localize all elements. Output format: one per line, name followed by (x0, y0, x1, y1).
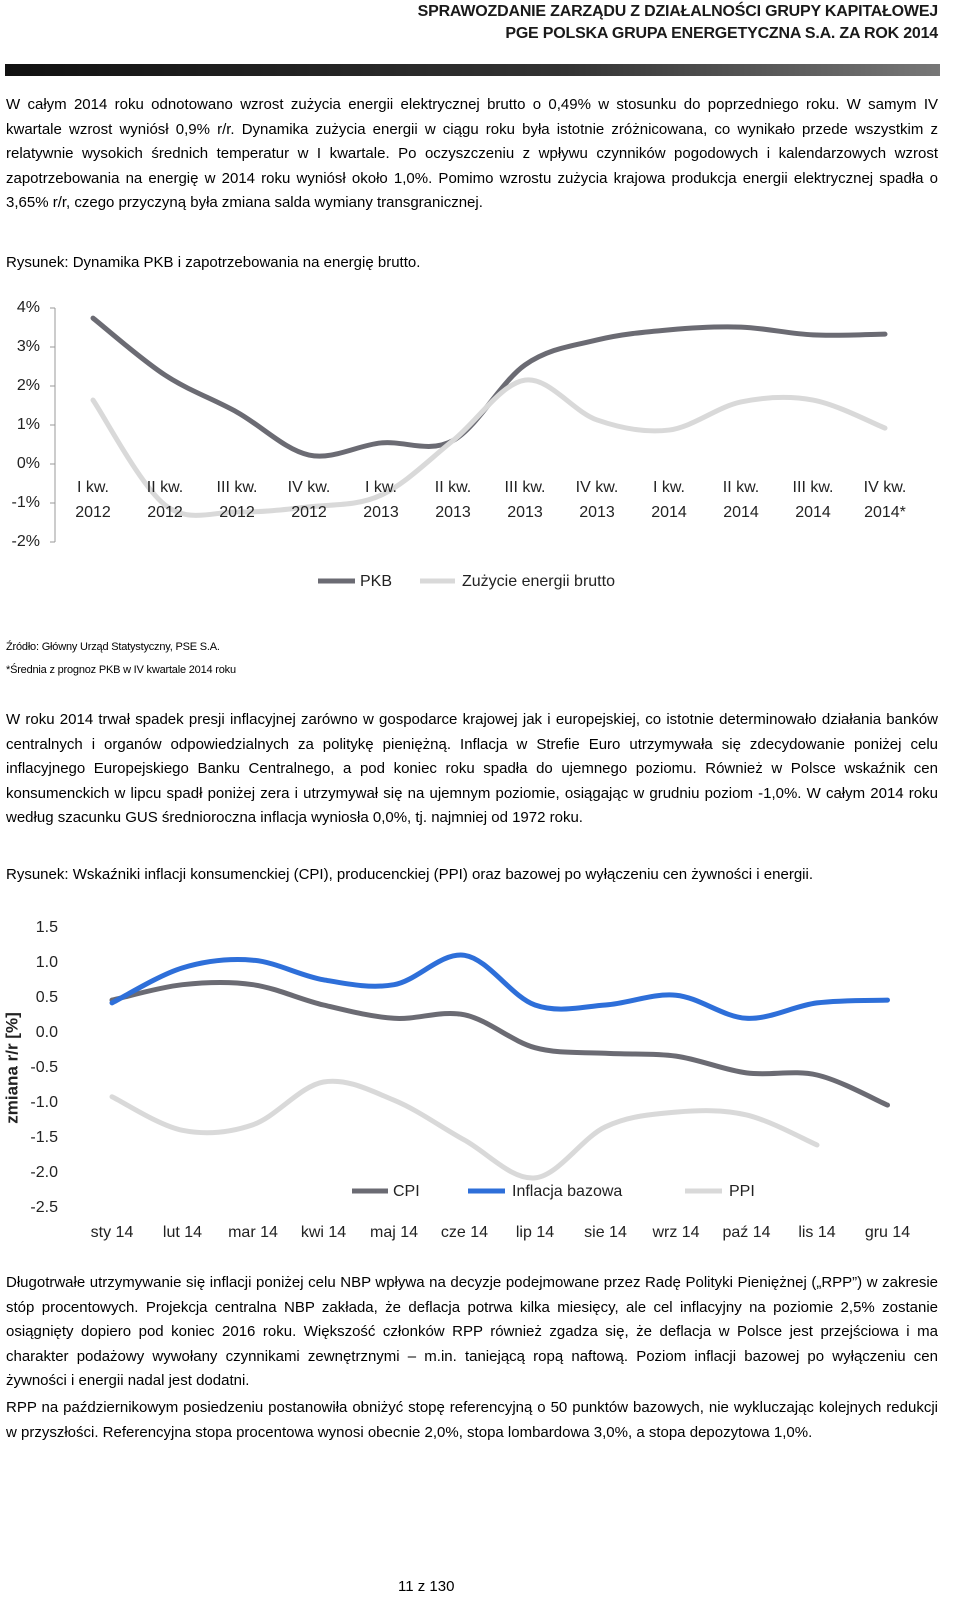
y-tick-label: -2% (12, 533, 40, 550)
paragraph: W roku 2014 trwał spadek presji inflacyj… (6, 711, 938, 827)
y-tick-label: 4% (17, 299, 40, 316)
page-number: 11 z 130 (398, 1578, 455, 1595)
x-tick-label: cze 14 (440, 1224, 489, 1241)
y-tick-label: -0.5 (30, 1059, 58, 1076)
chart-plot: -2% -1% 0% 1% 2% 3% 4% PKB Zużycie energii brutt… (12, 299, 888, 590)
y-tick-label: 3% (17, 338, 40, 355)
x-tick-label: I kw. 2014 (651, 479, 687, 521)
chart-plot: -2.5 -2.0 -1.5 -1.0 -0.5 0.0 0.5 1.0 1.5 zmiana r… (2, 919, 890, 1216)
x-tick-label: lip 14 (515, 1224, 555, 1241)
source: Źródło: Główny Urząd Statystyczny, PSE S… (6, 641, 220, 653)
x-tick-label: III kw. 2014 (792, 479, 834, 521)
y-tick-label: -1.0 (30, 1094, 58, 1111)
data-line (90, 315, 888, 459)
x-tick-label: IV kw. 2013 (575, 479, 619, 521)
y-tick-label: -2.0 (30, 1164, 58, 1181)
x-tick-label: II kw. 2013 (434, 479, 472, 521)
data-line (90, 377, 888, 518)
x-tick-label: IV kw. 2014* (863, 479, 907, 521)
figure-caption: Rysunek: Wskaźniki inflacji konsumenckie… (6, 866, 813, 883)
paragraph: RPP na październikowym posiedzeniu posta… (6, 1399, 938, 1441)
y-tick-label: 2% (17, 377, 40, 394)
note: *Średnia z prognoz PKB w IV kwartale 201… (6, 664, 236, 676)
legend-label: CPI (393, 1183, 420, 1200)
x-tick-label: gru 14 (864, 1224, 911, 1241)
x-tick-label: wrz 14 (652, 1224, 700, 1241)
paragraph: W całym 2014 roku odnotowano wzrost zuży… (6, 96, 938, 212)
paragraph: Długotrwałe utrzymywanie się inflacji po… (6, 1274, 938, 1390)
y-tick-label: 1.0 (36, 954, 58, 971)
x-tick-label: II kw. 2012 (146, 479, 184, 521)
data-line (109, 1078, 820, 1181)
data-line (109, 952, 890, 1021)
y-tick-label: 1.5 (36, 919, 58, 936)
x-tick-label: sty 14 (90, 1224, 134, 1241)
x-tick-label: paź 14 (722, 1224, 771, 1241)
figure-caption: Rysunek: Dynamika PKB i zapotrzebowania … (6, 254, 421, 271)
y-tick-label: 0% (17, 455, 40, 472)
x-tick-label: I kw. 2012 (75, 479, 111, 521)
legend-label: Zużycie energii brutto (462, 573, 615, 590)
x-tick-label: kwi 14 (300, 1224, 347, 1241)
header-line: SPRAWOZDANIE ZARZĄDU Z DZIAŁALNOŚCI GRUP… (417, 3, 939, 20)
chart: -2% -1% 0% 1% 2% 3% 4% PKB Zużycie energii brutt… (0, 290, 960, 610)
x-tick-label: maj 14 (369, 1224, 419, 1241)
y-tick-label: 0.0 (36, 1024, 58, 1041)
y-tick-label: -1% (12, 494, 40, 511)
x-tick-label: III kw. 2013 (504, 479, 546, 521)
y-tick-label: -1.5 (30, 1129, 58, 1146)
legend-label: PKB (360, 573, 392, 590)
data-line (109, 979, 890, 1108)
x-tick-label: mar 14 (228, 1224, 278, 1241)
x-tick-label: I kw. 2013 (363, 479, 399, 521)
header-line: PGE POLSKA GRUPA ENERGETYCZNA S.A. ZA RO… (505, 25, 938, 42)
x-tick-label: III kw. 2012 (216, 479, 258, 521)
x-tick-label: lis 14 (798, 1224, 836, 1241)
y-tick-label: -2.5 (30, 1199, 58, 1216)
legend-label: Inflacja bazowa (512, 1183, 622, 1200)
y-tick-label: 1% (17, 416, 40, 433)
x-tick-label: sie 14 (584, 1224, 627, 1241)
x-tick-label: IV kw. 2012 (287, 479, 331, 521)
x-tick-label: lut 14 (162, 1224, 203, 1241)
header-stripe (5, 64, 940, 76)
y-tick-label: 0.5 (36, 989, 58, 1006)
chart: -2.5 -2.0 -1.5 -1.0 -0.5 0.0 0.5 1.0 1.5 zmiana r… (0, 900, 960, 1250)
x-tick-label: II kw. 2014 (722, 479, 760, 521)
legend-label: PPI (729, 1183, 755, 1200)
y-axis-title: zmiana r/r [%] (2, 1012, 21, 1123)
